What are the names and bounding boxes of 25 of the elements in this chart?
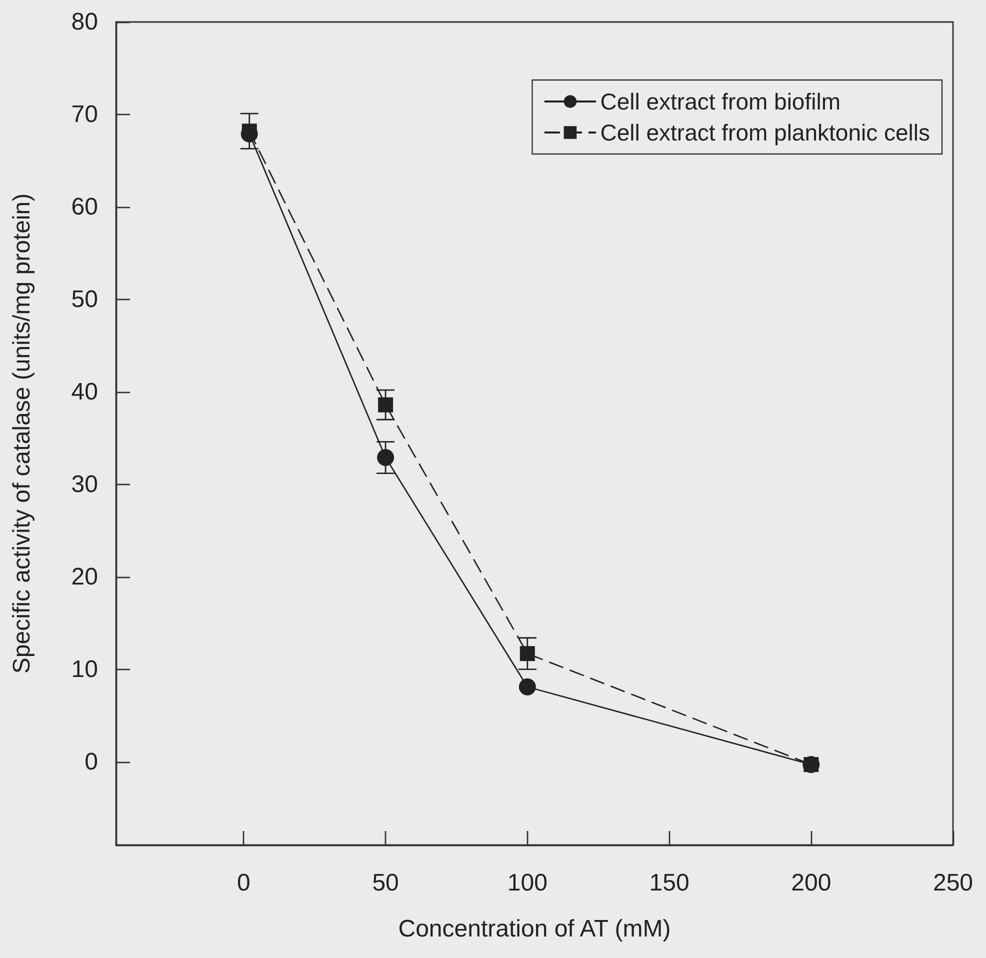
y-tick-label: 30: [71, 470, 98, 498]
point: [804, 757, 819, 772]
point: [242, 124, 257, 139]
x-tick-label: 150: [649, 870, 690, 896]
y-tick-label: 60: [71, 193, 98, 220]
x-axis-title: Concentration of AT (mM): [398, 916, 671, 942]
y-tick-label: 50: [71, 286, 98, 313]
y-tick-label: 70: [71, 100, 98, 128]
y-tick-label: 10: [71, 656, 98, 683]
point: [378, 397, 394, 412]
x-tick-label: 0: [237, 870, 250, 896]
y-tick-label: 40: [71, 378, 98, 406]
y-axis-title: Specific activity of catalase (units/mg protein): [8, 193, 36, 674]
point: [518, 678, 536, 696]
y-tick-label: 20: [71, 563, 98, 590]
y-tick-label: 0: [84, 748, 98, 776]
x-tick-label: 50: [372, 870, 399, 896]
point: [377, 449, 394, 466]
point: [520, 646, 535, 662]
y-tick-label: 80: [71, 8, 98, 36]
x-tick-label: 200: [791, 870, 832, 896]
legend-label: Cell extract from planktonic cells: [600, 120, 930, 146]
x-tick-label: 100: [507, 870, 548, 896]
legend-label: Cell extract from biofilm: [600, 88, 840, 114]
x-tick-label: 250: [932, 870, 974, 896]
